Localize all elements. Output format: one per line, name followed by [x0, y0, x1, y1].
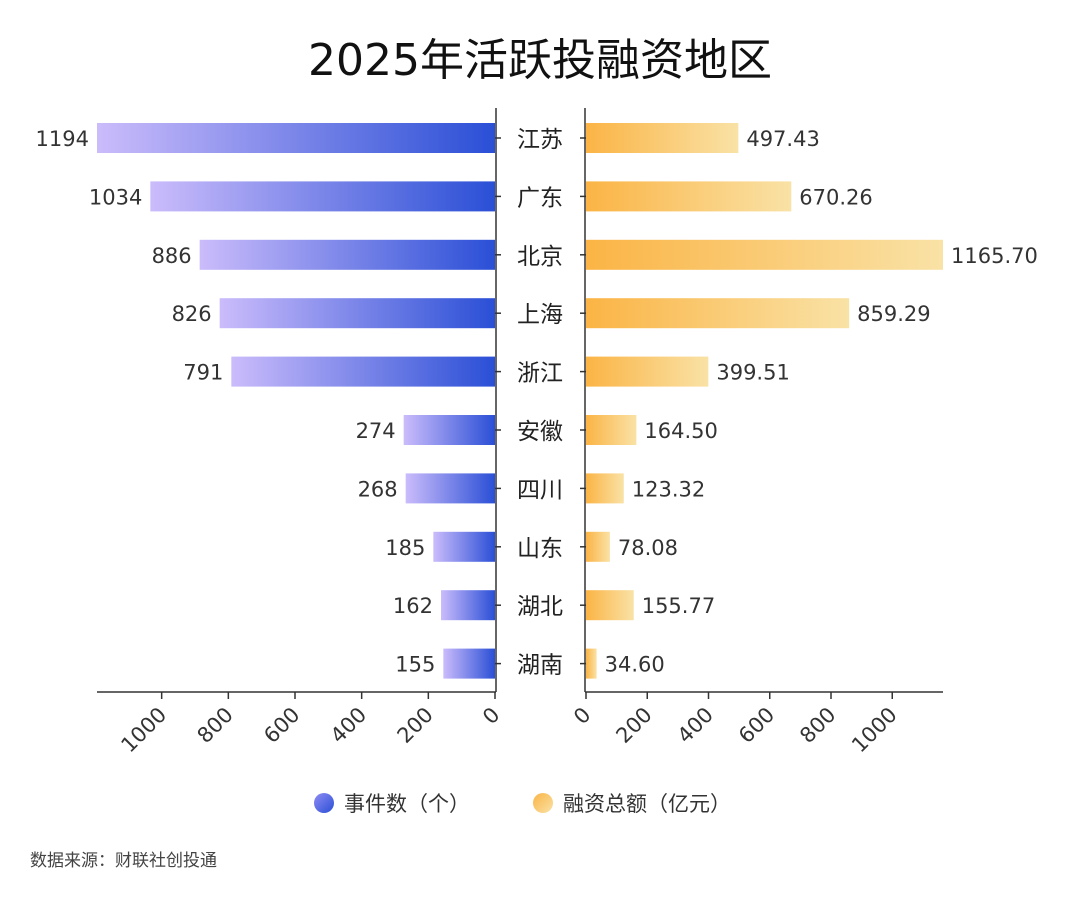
region-label: 浙江 [517, 361, 563, 387]
legend-marker-event-count [314, 793, 334, 813]
funding-amount-bar [586, 531, 610, 562]
funding-amount-value-label: 123.32 [632, 477, 705, 501]
funding-amount-value-label: 34.60 [605, 653, 665, 677]
event-count-bar [405, 473, 495, 504]
funding-amount-bar [586, 356, 709, 387]
event-count-bar [150, 181, 496, 212]
event-count-value-label: 274 [356, 419, 396, 443]
event-count-value-label: 155 [395, 653, 435, 677]
left-x-tick-label: 600 [259, 703, 304, 748]
event-count-value-label: 1034 [89, 185, 142, 209]
event-count-bar [231, 356, 496, 387]
region-label: 湖北 [517, 594, 563, 620]
funding-amount-bar [586, 415, 637, 445]
region-label: 山东 [517, 536, 563, 562]
region-label: 江苏 [517, 127, 563, 153]
chart-title: 2025年活跃投融资地区 [308, 35, 772, 86]
funding-amount-value-label: 399.51 [716, 361, 789, 385]
funding-amount-value-label: 78.08 [618, 536, 678, 560]
event-count-bar [403, 415, 495, 445]
event-count-bar [97, 123, 495, 153]
region-label: 安徽 [517, 419, 563, 445]
funding-amount-bar [586, 123, 739, 153]
left-x-tick-label: 400 [326, 703, 371, 748]
funding-amount-value-label: 155.77 [642, 594, 715, 618]
event-count-value-label: 826 [172, 302, 212, 326]
event-count-value-label: 162 [393, 594, 433, 618]
event-count-value-label: 1194 [36, 127, 89, 151]
right-x-tick-label: 200 [611, 703, 656, 748]
event-count-bar [443, 648, 495, 679]
right-x-tick-label: 400 [673, 703, 718, 748]
event-count-bar [433, 531, 495, 562]
region-label: 北京 [517, 244, 563, 270]
right-x-tick-label: 0 [569, 703, 595, 729]
funding-amount-bar [586, 181, 792, 212]
left-x-tick-label: 1000 [116, 703, 171, 758]
region-label: 四川 [517, 477, 563, 503]
funding-amount-value-label: 497.43 [746, 127, 819, 151]
right-x-tick-label: 600 [734, 703, 779, 748]
event-count-bar [441, 590, 495, 621]
event-count-value-label: 185 [385, 536, 425, 560]
right-x-tick-label: 800 [795, 703, 840, 748]
data-source: 数据来源：财联社创投通 [30, 851, 217, 871]
event-count-bars: 1194 1034 886 826 791 274 268 185 162 155 [36, 123, 496, 679]
funding-amount-bar [586, 648, 597, 679]
region-label: 上海 [517, 302, 563, 328]
left-x-tick-label: 800 [193, 703, 238, 748]
event-count-value-label: 886 [152, 244, 192, 268]
funding-amount-value-label: 1165.70 [951, 244, 1038, 268]
legend-label-funding-amount: 融资总额（亿元） [563, 792, 731, 816]
funding-amount-value-label: 670.26 [799, 185, 872, 209]
legend-label-event-count: 事件数（个） [344, 792, 470, 816]
funding-amount-bar [586, 590, 634, 621]
left-x-tick-label: 0 [478, 703, 504, 729]
legend-marker-funding-amount [533, 793, 553, 813]
left-x-tick-label: 200 [393, 703, 438, 748]
funding-amount-bar [586, 239, 943, 270]
legend: 事件数（个） 融资总额（亿元） [314, 792, 731, 816]
funding-amount-bar [586, 298, 850, 329]
region-label: 湖南 [517, 653, 563, 679]
event-count-bar [219, 298, 495, 329]
right-x-tick-label: 1000 [847, 703, 902, 758]
event-count-value-label: 268 [358, 477, 398, 501]
funding-amount-value-label: 859.29 [857, 302, 930, 326]
region-label: 广东 [517, 185, 563, 211]
funding-amount-bar [586, 473, 624, 504]
funding-amount-value-label: 164.50 [644, 419, 717, 443]
event-count-bar [199, 239, 495, 270]
funding-amount-bars: 497.43 670.26 1165.70 859.29 399.51 164.50 123… [586, 123, 1038, 679]
event-count-value-label: 791 [183, 361, 223, 385]
